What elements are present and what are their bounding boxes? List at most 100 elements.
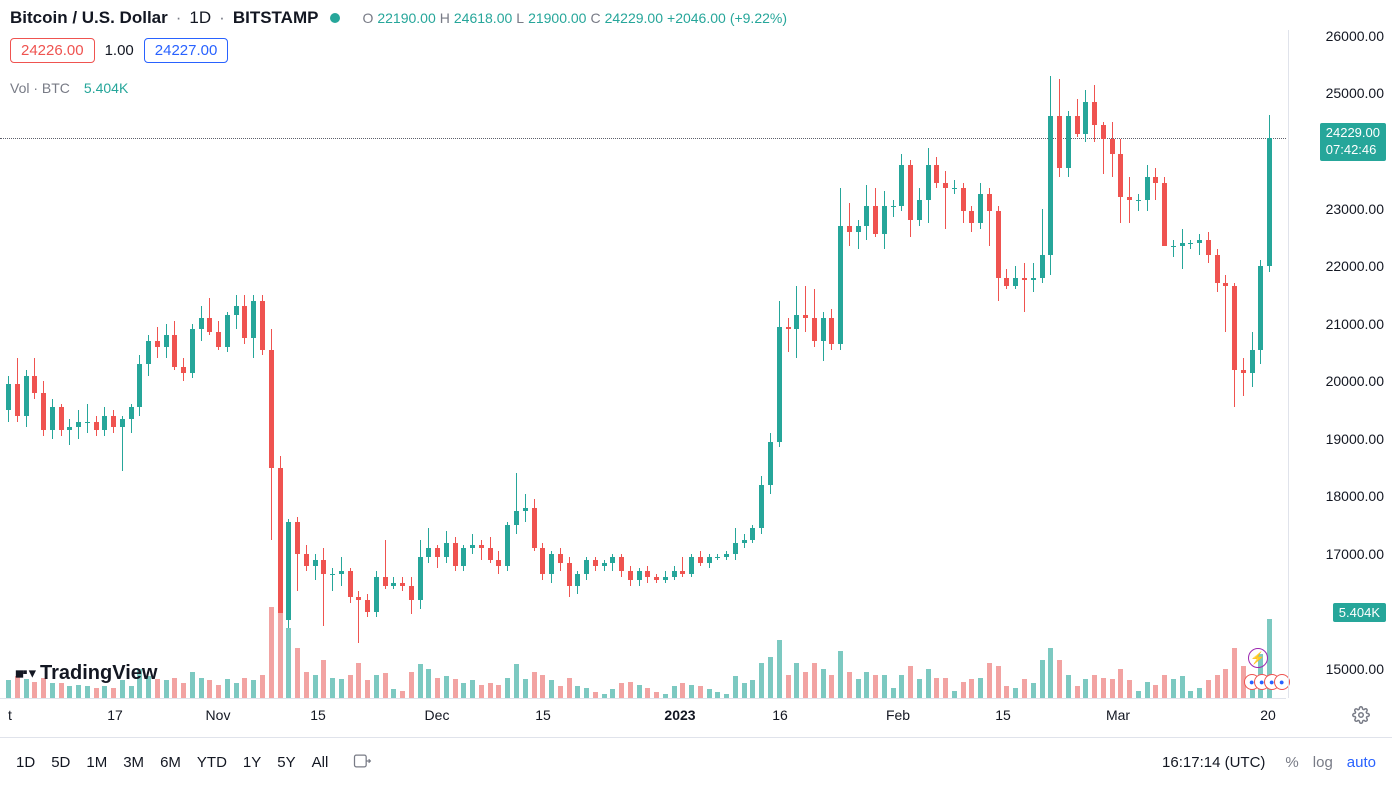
- volume-bar: [978, 678, 983, 698]
- volume-bar: [969, 679, 974, 698]
- volume-bar: [1223, 669, 1228, 698]
- range-6M[interactable]: 6M: [160, 754, 181, 771]
- log-toggle[interactable]: log: [1313, 754, 1333, 771]
- volume-bar: [1127, 680, 1132, 698]
- exchange-label: BITSTAMP: [233, 8, 319, 28]
- volume-bar: [1048, 648, 1053, 698]
- volume-bar: [172, 678, 177, 698]
- volume-bar: [540, 675, 545, 698]
- auto-scale-toggle[interactable]: auto: [1347, 754, 1376, 771]
- time-axis[interactable]: t17Nov15Dec15202316Feb15Mar20: [0, 698, 1286, 732]
- volume-bar: [672, 686, 677, 698]
- lightning-icon[interactable]: ⚡: [1248, 648, 1268, 668]
- live-dot-icon: [330, 13, 340, 23]
- tradingview-logo[interactable]: TradingView: [14, 662, 157, 685]
- volume-bar: [383, 673, 388, 698]
- volume-bar: [908, 666, 913, 698]
- volume-bar: [304, 672, 309, 698]
- volume-bar: [637, 685, 642, 698]
- volume-bar: [689, 685, 694, 698]
- chart-header: Bitcoin / U.S. Dollar · 1D · BITSTAMP O2…: [10, 8, 1282, 28]
- volume-bar: [181, 683, 186, 698]
- volume-bar: [917, 679, 922, 698]
- volume-bar: [777, 640, 782, 698]
- volume-bar: [1232, 648, 1237, 698]
- y-tick: 20000.00: [1326, 373, 1384, 389]
- volume-bar: [549, 680, 554, 698]
- volume-bar: [987, 663, 992, 698]
- volume-bar: [1075, 686, 1080, 698]
- volume-bar: [418, 664, 423, 698]
- volume-bar: [391, 689, 396, 698]
- x-tick: t: [8, 707, 12, 723]
- volume-bar: [190, 672, 195, 698]
- y-tick: 17000.00: [1326, 546, 1384, 562]
- volume-bar: [812, 663, 817, 698]
- volume-bar: [794, 663, 799, 698]
- volume-bar: [199, 678, 204, 698]
- y-tick: 25000.00: [1326, 85, 1384, 101]
- x-tick: Feb: [886, 707, 910, 723]
- goto-date-icon[interactable]: [352, 752, 372, 774]
- volume-bar: [1153, 685, 1158, 698]
- y-tick: 18000.00: [1326, 488, 1384, 504]
- volume-bar: [1004, 686, 1009, 698]
- volume-bar: [1066, 675, 1071, 698]
- percent-toggle[interactable]: %: [1285, 754, 1298, 771]
- volume-bar: [943, 678, 948, 698]
- volume-bar: [356, 663, 361, 698]
- range-3M[interactable]: 3M: [123, 754, 144, 771]
- range-5D[interactable]: 5D: [51, 754, 70, 771]
- volume-bar: [1118, 669, 1123, 698]
- x-tick: 16: [772, 707, 788, 723]
- volume-bar: [260, 675, 265, 698]
- range-1D[interactable]: 1D: [16, 754, 35, 771]
- volume-bar: [251, 680, 256, 698]
- volume-bar: [926, 669, 931, 698]
- volume-bar: [1101, 678, 1106, 698]
- volume-bar: [6, 680, 11, 698]
- volume-bar: [225, 679, 230, 698]
- volume-bar: [759, 663, 764, 698]
- volume-bar: [961, 682, 966, 698]
- volume-bar: [444, 676, 449, 698]
- price-axis[interactable]: 26000.0025000.0024000.0023000.0022000.00…: [1288, 30, 1392, 698]
- pair-title[interactable]: Bitcoin / U.S. Dollar: [10, 8, 168, 28]
- range-All[interactable]: All: [312, 754, 329, 771]
- price-chart[interactable]: ⚡●●●●: [0, 30, 1286, 698]
- range-YTD[interactable]: YTD: [197, 754, 227, 771]
- time-ranges: 1D 5D 1M 3M 6M YTD 1Y 5Y All: [16, 754, 328, 771]
- volume-bar: [847, 672, 852, 698]
- volume-bar: [111, 688, 116, 698]
- gear-icon[interactable]: [1352, 706, 1370, 729]
- volume-bar: [286, 628, 291, 698]
- volume-bar: [1188, 691, 1193, 698]
- volume-bar: [435, 678, 440, 698]
- interval-label[interactable]: 1D: [189, 8, 211, 28]
- y-tick: 26000.00: [1326, 28, 1384, 44]
- volume-bar: [838, 651, 843, 698]
- volume-bar: [313, 675, 318, 698]
- volume-bar: [1022, 679, 1027, 698]
- range-1M[interactable]: 1M: [86, 754, 107, 771]
- coin-icons[interactable]: ●●●●: [1250, 674, 1290, 690]
- volume-bar: [102, 686, 107, 698]
- volume-bar: [1145, 682, 1150, 698]
- volume-bar: [1180, 676, 1185, 698]
- volume-bar: [207, 680, 212, 698]
- clock-display[interactable]: 16:17:14 (UTC): [1162, 754, 1265, 771]
- volume-bar: [584, 688, 589, 698]
- volume-bar: [242, 678, 247, 698]
- volume-bar: [558, 686, 563, 698]
- volume-bar: [733, 676, 738, 698]
- range-1Y[interactable]: 1Y: [243, 754, 261, 771]
- volume-bar: [873, 675, 878, 698]
- volume-bar: [750, 680, 755, 698]
- volume-bar: [339, 679, 344, 698]
- range-5Y[interactable]: 5Y: [277, 754, 295, 771]
- volume-bar: [1171, 679, 1176, 698]
- volume-bar: [365, 680, 370, 698]
- x-tick: Dec: [425, 707, 450, 723]
- volume-bar: [768, 657, 773, 698]
- x-tick: 15: [535, 707, 551, 723]
